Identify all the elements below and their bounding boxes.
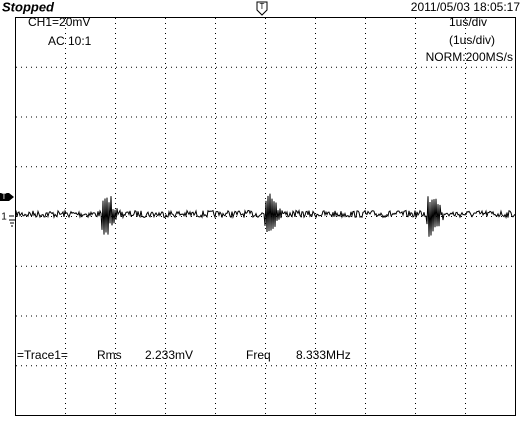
- channel-scale: CH1=20mV: [28, 15, 90, 29]
- ground-symbol: [9, 215, 15, 227]
- datetime: 2011/05/03 18:05:17: [411, 0, 521, 14]
- graticule: [16, 18, 515, 415]
- status: Stopped: [2, 0, 55, 14]
- measure-rms-value: 2.233mV: [145, 348, 193, 362]
- channel-coupling: AC 10:1: [48, 34, 92, 48]
- trigger-position-marker: [256, 1, 268, 16]
- trigger-top-label: T: [260, 2, 265, 11]
- trigger-level-marker: [0, 193, 14, 201]
- timebase-zoom: (1us/div): [449, 33, 495, 47]
- measure-freq-value: 8.333MHz: [296, 348, 351, 362]
- measure-rms-label: Rms: [97, 348, 122, 362]
- measure-freq-label: Freq: [246, 348, 271, 362]
- trigger-left-label: T: [2, 192, 7, 201]
- sampling: NORM:200MS/s: [426, 50, 513, 64]
- waveform-trace: [15, 193, 516, 237]
- timebase: 1us/div: [449, 15, 487, 29]
- channel-marker: 1: [1, 212, 7, 223]
- graticule-border: [15, 17, 516, 416]
- measure-source: =Trace1=: [17, 348, 68, 362]
